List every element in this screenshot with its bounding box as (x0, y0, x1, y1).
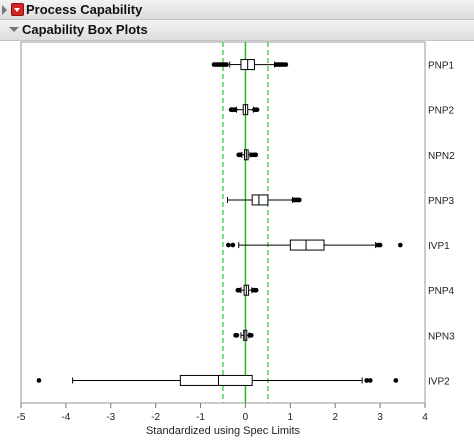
x-tick-label: -4 (61, 412, 70, 423)
outlier-point (377, 242, 383, 248)
box-plot-pnp1: PNP1 (211, 59, 455, 72)
outlier-point (393, 378, 399, 383)
row-label: NPN2 (428, 151, 455, 162)
box-plot-ivp1: IVP1 (226, 239, 450, 252)
box-plot-pnp2: PNP2 (228, 104, 455, 117)
outlier-point (226, 242, 231, 248)
x-tick-label: 0 (243, 412, 249, 423)
box-plot-npn3: NPN3 (233, 329, 455, 342)
iqr-box (251, 194, 269, 206)
row-label: PNP3 (428, 196, 455, 207)
outlier-point (254, 107, 260, 112)
outlier-point (367, 378, 373, 383)
outlier-point (253, 152, 259, 158)
outlier-point (398, 242, 403, 248)
x-tick-label: 2 (332, 412, 338, 423)
x-tick-label: -5 (17, 412, 26, 423)
outlier-point (297, 197, 302, 203)
outlier-point (253, 287, 259, 293)
box-plot-pnp3: PNP3 (226, 194, 455, 207)
iqr-box (179, 374, 253, 386)
capability-box-plot-chart: PNP1 PNP2 NPN2 PNP3 IVP1 PNP4 NPN3 IVP2 -5 -4 -3 -… (17, 41, 455, 437)
outlier-point (224, 62, 229, 67)
iqr-box (289, 239, 325, 251)
x-tick-label: 4 (422, 412, 428, 423)
box-plot-npn2: NPN2 (236, 149, 455, 162)
outlier-point (230, 242, 236, 248)
outlier-point (234, 333, 240, 338)
outlier-point (236, 287, 242, 293)
red-triangle-menu-icon[interactable] (11, 3, 24, 16)
outlier-point (364, 378, 369, 383)
capability-box-plots-header[interactable]: Capability Box Plots (0, 20, 474, 41)
row-label: PNP1 (428, 61, 455, 72)
row-label: IVP2 (428, 376, 450, 387)
row-label: IVP1 (428, 241, 450, 252)
x-tick-label: -1 (196, 412, 205, 423)
box-plot-ivp2: IVP2 (36, 374, 450, 387)
outlier-point (248, 333, 254, 338)
outlier-point (237, 152, 243, 158)
report-title: Process Capability (26, 2, 143, 17)
box-plot-pnp4: PNP4 (235, 284, 455, 297)
row-label: PNP4 (428, 286, 455, 297)
disclosure-collapse-icon[interactable] (2, 5, 7, 15)
outlier-point (36, 378, 42, 383)
section-title: Capability Box Plots (22, 22, 148, 37)
x-axis-label: Standardized using Spec Limits (146, 425, 301, 437)
disclosure-expanded-icon[interactable] (9, 27, 19, 32)
row-label: NPN3 (428, 331, 455, 342)
process-capability-header[interactable]: Process Capability (0, 0, 474, 20)
row-label: PNP2 (428, 106, 455, 117)
x-tick-label: -3 (106, 412, 115, 423)
x-tick-label: -2 (151, 412, 160, 423)
outlier-point (283, 62, 289, 67)
x-tick-label: 3 (377, 412, 383, 423)
x-tick-label: 1 (288, 412, 294, 423)
outlier-point (232, 107, 238, 112)
